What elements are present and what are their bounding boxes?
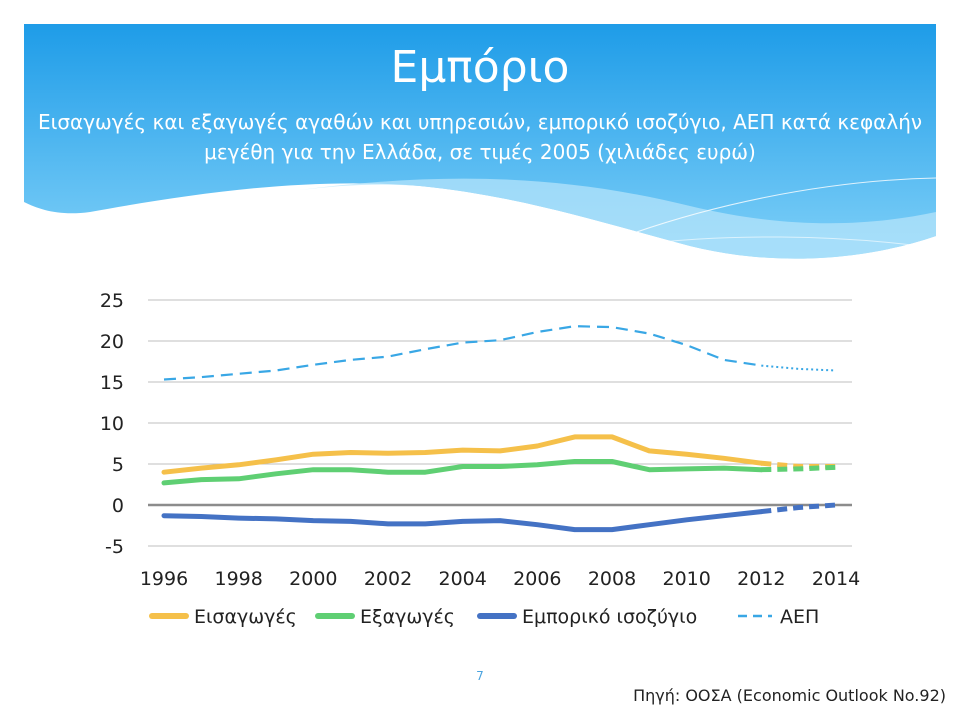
series-forecast-exports bbox=[761, 464, 837, 473]
legend-label-exports: Εξαγωγές bbox=[360, 606, 455, 628]
header-banner bbox=[24, 24, 937, 263]
legend-label-gdp: ΑΕΠ bbox=[780, 606, 819, 628]
x-tick-label: 2006 bbox=[513, 568, 561, 590]
header-background bbox=[24, 24, 936, 259]
series-forecast-balance bbox=[761, 502, 837, 515]
x-tick-label: 2010 bbox=[662, 568, 710, 590]
x-tick-label: 1998 bbox=[214, 568, 262, 590]
slide-title: Εμπόριο bbox=[390, 42, 570, 93]
series-forecast-gdp bbox=[761, 364, 837, 372]
y-tick-label: -5 bbox=[105, 536, 124, 558]
x-tick-label: 2014 bbox=[812, 568, 860, 590]
y-tick-label: 25 bbox=[100, 290, 124, 312]
x-tick-label: 2008 bbox=[588, 568, 636, 590]
header-wave-line bbox=[559, 177, 937, 263]
y-tick-label: 20 bbox=[100, 331, 124, 353]
y-tick-label: 15 bbox=[100, 372, 124, 394]
y-axis-tick-labels: 25 20 15 10 5 0 -5 bbox=[100, 290, 124, 558]
series-line-balance bbox=[161, 509, 764, 533]
series-line-exports bbox=[161, 459, 764, 486]
chart-legend: Εισαγωγές Εξαγωγές Εμπορικό ισοζύγιο ΑΕΠ bbox=[149, 606, 819, 628]
page-number: 7 bbox=[476, 669, 484, 683]
y-tick-label: 0 bbox=[112, 495, 124, 517]
header-wave-line-2 bbox=[599, 236, 937, 251]
x-tick-label: 2012 bbox=[737, 568, 785, 590]
header-wave-light bbox=[300, 178, 936, 259]
chart-gridlines bbox=[148, 299, 852, 547]
y-tick-label: 10 bbox=[100, 413, 124, 435]
legend-label-imports: Εισαγωγές bbox=[194, 606, 297, 628]
x-tick-label: 2002 bbox=[364, 568, 412, 590]
x-tick-label: 2000 bbox=[289, 568, 337, 590]
x-tick-label: 2004 bbox=[438, 568, 486, 590]
legend-label-balance: Εμπορικό ισοζύγιο bbox=[522, 606, 697, 628]
x-tick-label: 1996 bbox=[140, 568, 188, 590]
series-line-gdp bbox=[163, 325, 762, 381]
slide-subtitle: Εισαγωγές και εξαγωγές αγαθών και υπηρεσ… bbox=[37, 110, 923, 164]
chart-series bbox=[161, 325, 837, 533]
x-axis-tick-labels: 1996 1998 2000 2002 2004 2006 2008 2010 2012 2014 bbox=[140, 568, 860, 590]
series-line-imports bbox=[161, 434, 764, 475]
source-note: Πηγή: ΟΟΣΑ (Economic Outlook No.92) bbox=[633, 686, 946, 705]
y-tick-label: 5 bbox=[112, 454, 124, 476]
